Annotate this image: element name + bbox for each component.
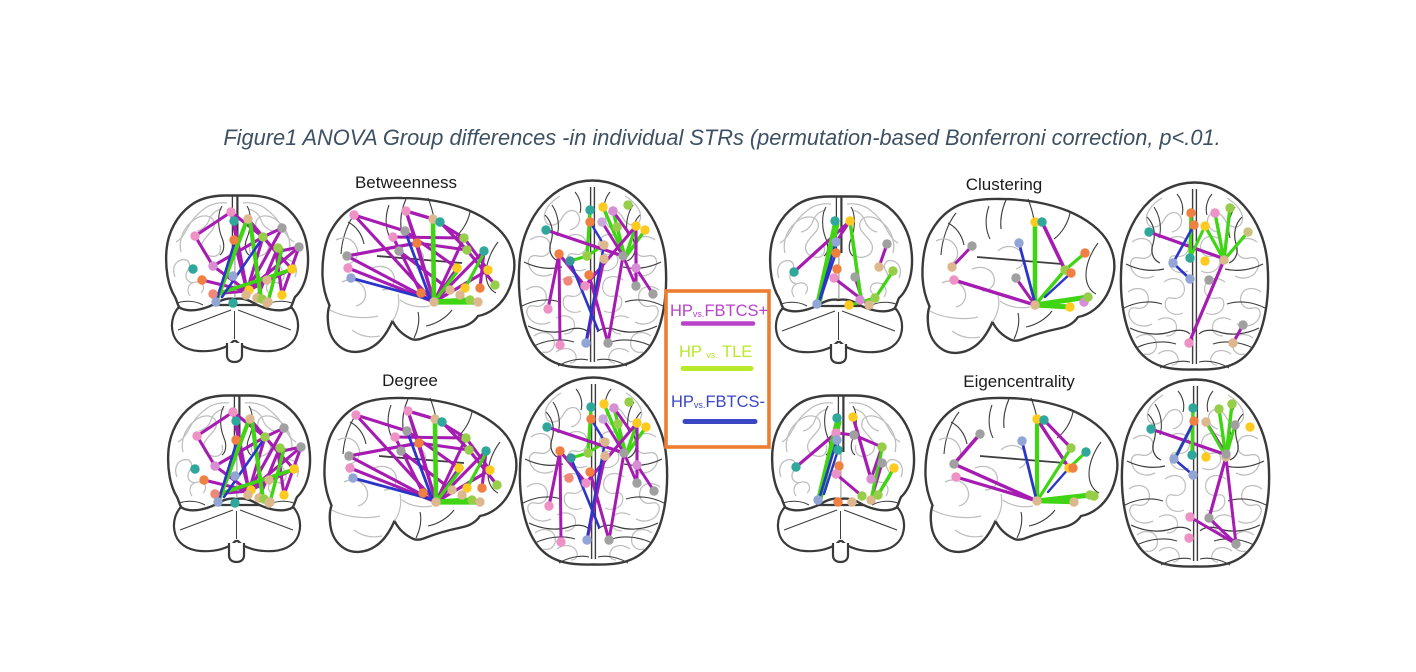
svg-text:HP vs. TLE: HP vs. TLE [679, 343, 752, 361]
svg-text:HPvs.FBTCS+: HPvs.FBTCS+ [670, 302, 768, 320]
svg-text:Degree: Degree [382, 371, 438, 390]
svg-text:Betweenness: Betweenness [355, 173, 457, 192]
svg-text:HPvs.FBTCS-: HPvs.FBTCS- [671, 393, 765, 411]
svg-text:Figure1 ANOVA Group difference: Figure1 ANOVA Group differences -in indi… [223, 125, 1220, 150]
svg-text:Eigencentrality: Eigencentrality [963, 372, 1075, 391]
svg-text:Clustering: Clustering [966, 175, 1043, 194]
